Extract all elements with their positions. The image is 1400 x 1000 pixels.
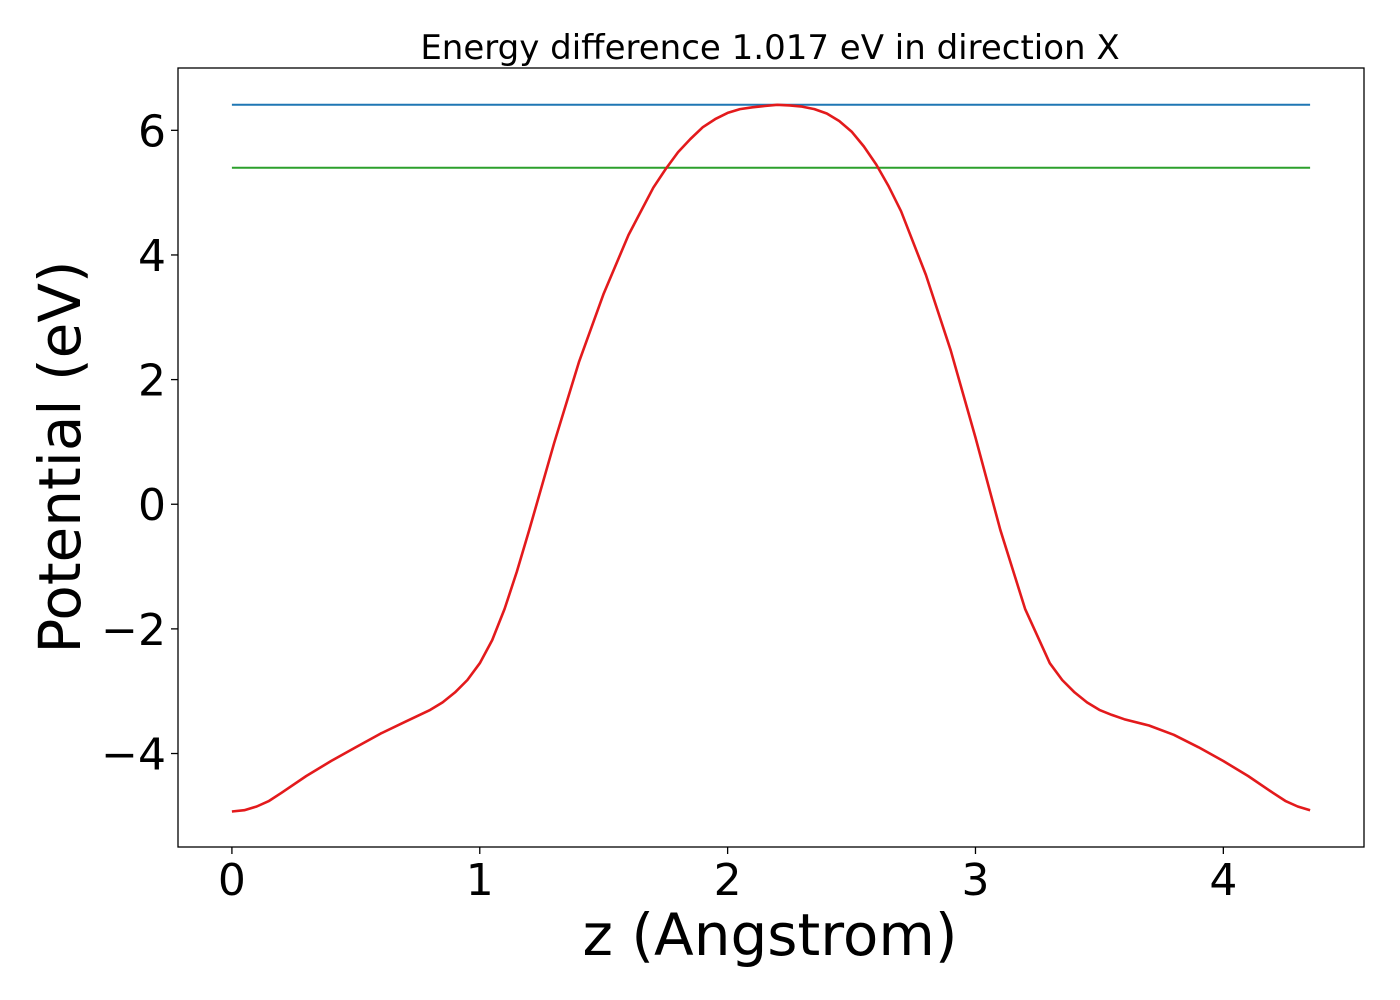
y-tick-label: 4	[138, 231, 166, 282]
y-tick-label: 0	[138, 480, 166, 531]
x-tick-label: 1	[466, 855, 494, 906]
x-tick-label: 2	[714, 855, 742, 906]
plot-area	[231, 103, 1311, 813]
y-axis: −4 −2 0 2 4 6	[101, 106, 178, 781]
y-tick-label: 6	[138, 106, 166, 157]
axes-frame	[177, 67, 1365, 848]
x-tick-label: 4	[1209, 855, 1237, 906]
y-axis-label: Potential (eV)	[26, 260, 94, 653]
y-tick-label: −4	[101, 730, 166, 781]
x-tick-label: 0	[218, 855, 246, 906]
chart-title: Energy difference 1.017 eV in direction …	[420, 28, 1119, 68]
series-line-3	[231, 103, 1311, 813]
x-axis: 0 1 2 3 4	[218, 847, 1237, 906]
y-tick-label: 2	[138, 356, 166, 407]
x-tick-label: 3	[961, 855, 989, 906]
x-axis-label: z (Angstrom)	[583, 901, 958, 969]
y-tick-label: −2	[101, 605, 166, 656]
